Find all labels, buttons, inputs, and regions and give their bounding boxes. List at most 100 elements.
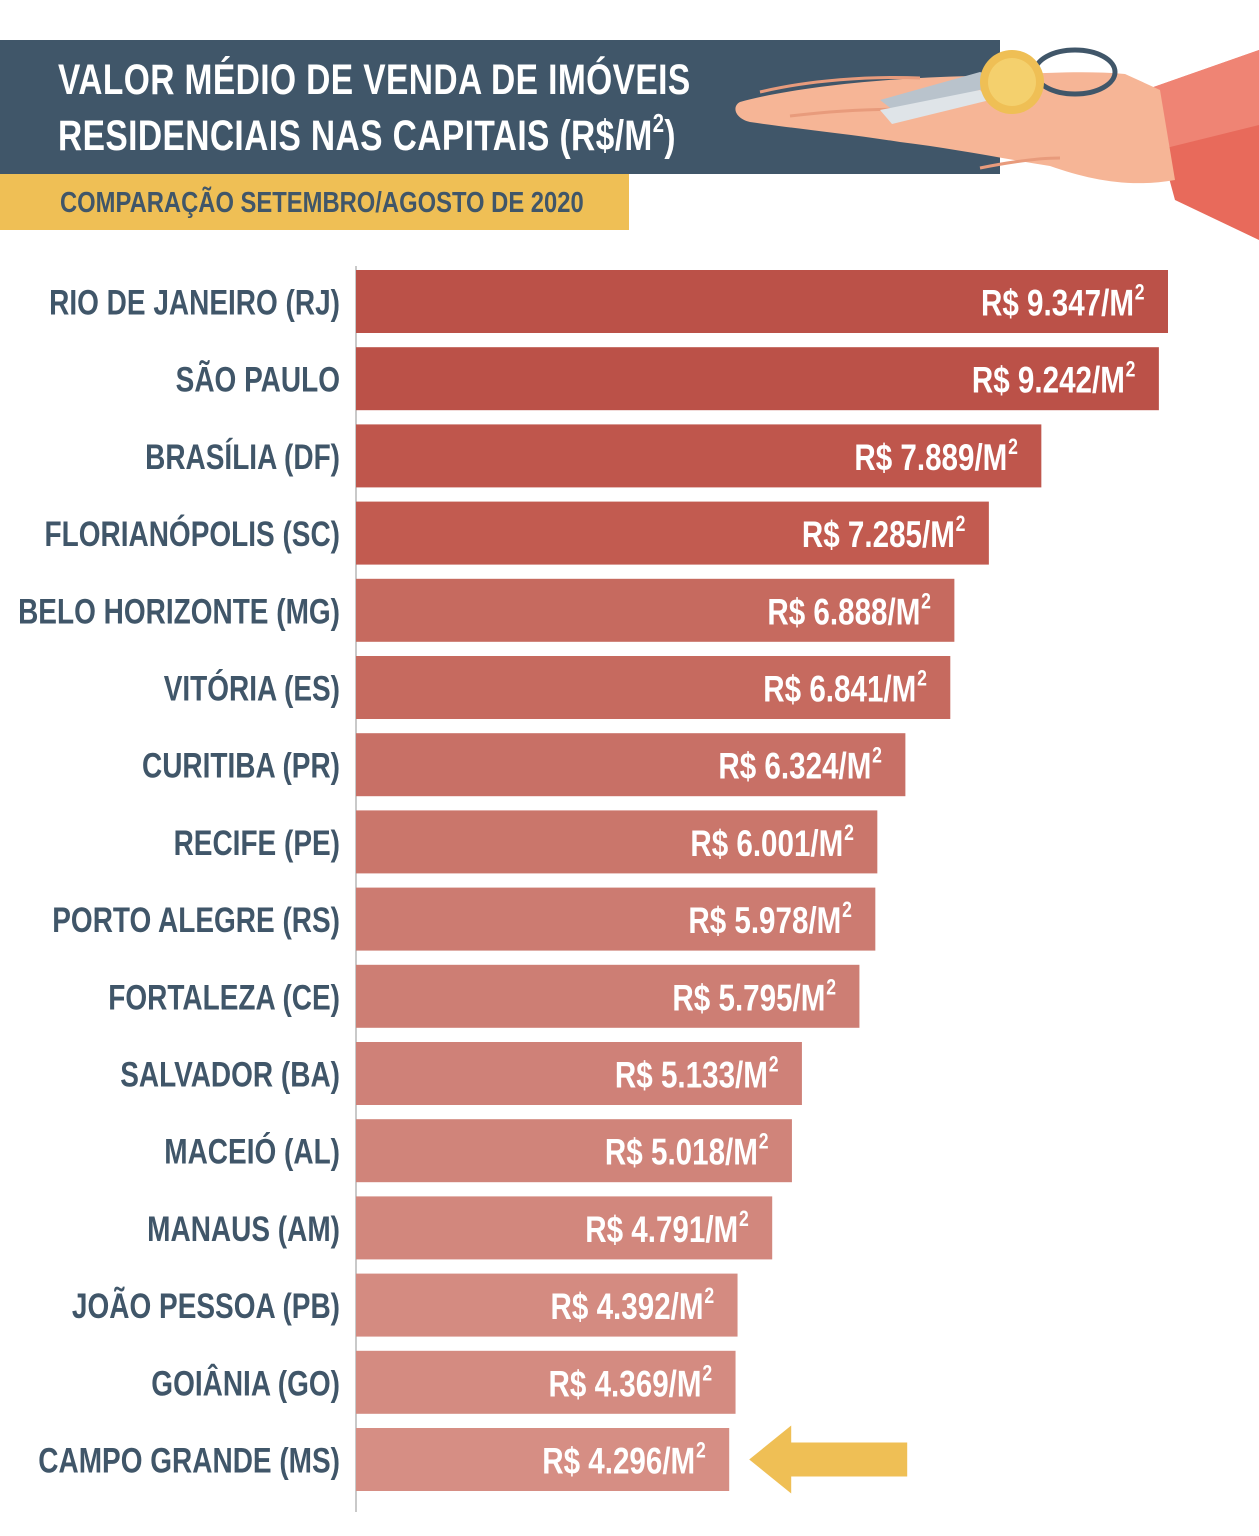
bar bbox=[356, 1273, 738, 1337]
value-label-superscript: 2 bbox=[872, 744, 882, 768]
bar bbox=[356, 656, 951, 719]
category-label-group: CAMPO GRANDE (MS) bbox=[38, 1440, 340, 1480]
value-label: R$ 7.889/M bbox=[854, 438, 1007, 479]
category-label: MANAUS (AM) bbox=[147, 1209, 340, 1249]
value-label-group: R$ 5.978/M 2 bbox=[688, 898, 852, 942]
category-label-group: FORTALEZA (CE) bbox=[108, 977, 340, 1017]
value-label-group: R$ 6.888/M 2 bbox=[767, 590, 931, 634]
value-label-group: R$ 7.285/M 2 bbox=[802, 512, 966, 556]
finger-line bbox=[759, 76, 921, 94]
category-label-group: SÃO PAULO bbox=[176, 360, 340, 400]
value-label-superscript: 2 bbox=[739, 1207, 749, 1231]
category-label-group: MANAUS (AM) bbox=[147, 1209, 340, 1249]
bar bbox=[356, 424, 1042, 488]
title-superscript: 2 bbox=[652, 108, 665, 138]
category-label: MACEIÓ (AL) bbox=[164, 1132, 340, 1172]
value-label-superscript: 2 bbox=[826, 976, 836, 1000]
category-label: RECIFE (PE) bbox=[174, 823, 340, 863]
value-label: R$ 6.888/M bbox=[767, 592, 920, 633]
value-label: R$ 6.324/M bbox=[718, 747, 871, 788]
value-label-superscript: 2 bbox=[956, 512, 966, 536]
subtitle-band bbox=[0, 174, 629, 230]
value-label-group: R$ 6.324/M 2 bbox=[718, 744, 882, 788]
bar bbox=[356, 964, 860, 1028]
value-label-superscript: 2 bbox=[842, 898, 852, 922]
category-label: PORTO ALEGRE (RS) bbox=[52, 900, 340, 940]
bar bbox=[356, 1042, 802, 1105]
category-label: FORTALEZA (CE) bbox=[108, 977, 340, 1017]
value-label: R$ 5.133/M bbox=[615, 1055, 768, 1096]
category-label: CAMPO GRANDE (MS) bbox=[38, 1440, 340, 1480]
title-line-1: VALOR MÉDIO DE VENDA DE IMÓVEIS bbox=[58, 56, 691, 104]
value-label-group: R$ 9.347/M 2 bbox=[981, 281, 1145, 325]
value-label: R$ 4.369/M bbox=[549, 1364, 702, 1405]
category-label-group: BRASÍLIA (DF) bbox=[145, 437, 340, 477]
value-label: R$ 5.978/M bbox=[688, 901, 841, 942]
category-label: CURITIBA (PR) bbox=[142, 746, 340, 786]
value-label: R$ 9.242/M bbox=[972, 361, 1125, 402]
keys-icon bbox=[880, 47, 1118, 124]
bar bbox=[356, 887, 876, 951]
category-label-group: RIO DE JANEIRO (RJ) bbox=[49, 282, 340, 322]
category-label-group: CURITIBA (PR) bbox=[142, 746, 340, 786]
finger-line bbox=[979, 156, 1061, 170]
category-label: SÃO PAULO bbox=[176, 360, 340, 400]
category-label-group: RECIFE (PE) bbox=[174, 823, 340, 863]
value-label-group: R$ 4.296/M 2 bbox=[542, 1439, 706, 1483]
bar bbox=[356, 1428, 730, 1491]
value-label-superscript: 2 bbox=[759, 1130, 769, 1154]
value-label-group: R$ 4.791/M 2 bbox=[585, 1207, 749, 1251]
category-label-group: FLORIANÓPOLIS (SC) bbox=[45, 514, 340, 554]
category-label-group: BELO HORIZONTE (MG) bbox=[18, 591, 340, 631]
value-label-superscript: 2 bbox=[844, 821, 854, 845]
category-label: RIO DE JANEIRO (RJ) bbox=[49, 282, 340, 322]
value-label: R$ 4.392/M bbox=[551, 1287, 704, 1328]
value-label-group: R$ 5.018/M 2 bbox=[605, 1130, 769, 1174]
value-label-group: R$ 5.133/M 2 bbox=[615, 1053, 779, 1097]
bar bbox=[356, 1196, 773, 1260]
category-label-group: PORTO ALEGRE (RS) bbox=[52, 900, 340, 940]
value-label-superscript: 2 bbox=[1135, 281, 1145, 305]
bar bbox=[356, 578, 955, 642]
category-label-group: GOIÂNIA (GO) bbox=[151, 1363, 340, 1403]
category-label: FLORIANÓPOLIS (SC) bbox=[45, 514, 340, 554]
value-label-group: R$ 6.841/M 2 bbox=[763, 667, 927, 711]
category-label-group: MACEIÓ (AL) bbox=[164, 1132, 340, 1172]
value-label-group: R$ 7.889/M 2 bbox=[854, 435, 1018, 479]
category-label: JOÃO PESSOA (PB) bbox=[72, 1286, 340, 1326]
value-label: R$ 4.791/M bbox=[585, 1210, 738, 1251]
value-label: R$ 4.296/M bbox=[542, 1441, 695, 1482]
value-label-group: R$ 9.242/M 2 bbox=[972, 358, 1136, 402]
bar bbox=[356, 733, 906, 797]
value-label: R$ 7.285/M bbox=[802, 515, 955, 556]
value-label-group: R$ 5.795/M 2 bbox=[672, 976, 836, 1020]
category-label: GOIÂNIA (GO) bbox=[151, 1363, 340, 1403]
bar bbox=[356, 347, 1159, 411]
category-label: SALVADOR (BA) bbox=[120, 1054, 340, 1094]
arrow-left-icon bbox=[749, 1425, 908, 1494]
category-label-group: JOÃO PESSOA (PB) bbox=[72, 1286, 340, 1326]
page-title: VALOR MÉDIO DE VENDA DE IMÓVEIS RESIDENC… bbox=[58, 52, 691, 164]
value-label: R$ 6.001/M bbox=[690, 824, 843, 865]
value-label: R$ 6.841/M bbox=[763, 669, 916, 710]
bar bbox=[356, 1119, 792, 1183]
category-label-group: SALVADOR (BA) bbox=[120, 1054, 340, 1094]
value-label-superscript: 2 bbox=[921, 590, 931, 614]
sleeve-highlight bbox=[1145, 50, 1259, 150]
value-label-group: R$ 6.001/M 2 bbox=[690, 821, 854, 865]
category-label-group: VITÓRIA (ES) bbox=[164, 668, 340, 708]
bar bbox=[356, 501, 989, 565]
value-label-superscript: 2 bbox=[696, 1439, 706, 1463]
page-subtitle: COMPARAÇÃO SETEMBRO/AGOSTO DE 2020 bbox=[60, 187, 584, 219]
value-label: R$ 9.347/M bbox=[981, 283, 1134, 324]
value-label-superscript: 2 bbox=[704, 1284, 714, 1308]
value-label-superscript: 2 bbox=[1008, 435, 1018, 459]
value-label-group: R$ 4.369/M 2 bbox=[549, 1362, 713, 1406]
title-close-paren: ) bbox=[664, 112, 676, 160]
bar bbox=[356, 810, 878, 874]
title-line-2-text: RESIDENCIAIS NAS CAPITAIS (R$/M bbox=[58, 112, 653, 160]
category-label: BELO HORIZONTE (MG) bbox=[18, 591, 340, 631]
bar bbox=[356, 1350, 736, 1414]
title-line-2: RESIDENCIAIS NAS CAPITAIS (R$/M2) bbox=[58, 108, 676, 164]
